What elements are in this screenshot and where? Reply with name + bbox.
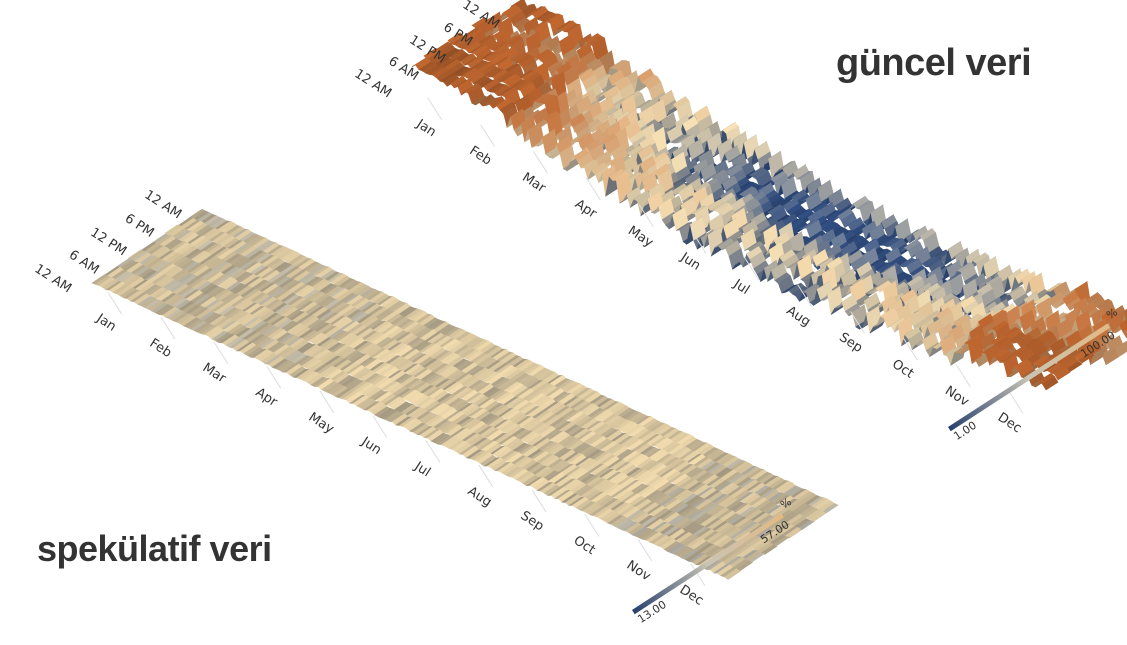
y-tick-label: 6 AM	[386, 54, 421, 84]
x-tick-label: Sep	[836, 330, 865, 356]
x-tick-label: Dec	[677, 582, 706, 608]
x-grid-line	[478, 464, 494, 488]
x-tick-label: Feb	[147, 336, 174, 361]
x-tick-label: Mar	[519, 170, 548, 196]
x-tick-label: Apr	[572, 197, 600, 222]
x-grid-line	[480, 124, 496, 147]
x-tick-label: Jan	[93, 311, 119, 335]
x-tick-label: Jun	[358, 434, 384, 458]
x-grid-line	[160, 316, 176, 340]
x-grid-line	[213, 341, 229, 365]
x-tick-label: Sep	[518, 508, 547, 534]
x-grid-line	[902, 337, 918, 361]
y-tick-label: 6 PM	[122, 211, 157, 241]
x-grid-line	[797, 284, 813, 307]
y-tick-label: 12 AM	[32, 262, 74, 297]
x-grid-line	[425, 440, 441, 463]
x-tick-label: Jan	[413, 116, 439, 140]
y-tick-label: 6 AM	[66, 248, 101, 278]
x-grid-line	[690, 563, 706, 587]
x-tick-label: Jun	[677, 250, 703, 274]
x-grid-line	[850, 311, 865, 334]
colorbar-gradient	[948, 323, 1111, 432]
x-tick-label: Apr	[253, 385, 281, 410]
current-data-label: güncel veri	[836, 42, 1032, 84]
surface	[91, 208, 839, 580]
x-tick-label: Jul	[730, 276, 752, 298]
colorbar-gradient	[632, 513, 785, 615]
x-grid-line	[533, 151, 548, 174]
surface	[411, 0, 1127, 391]
x-tick-label: Oct	[889, 357, 916, 382]
x-grid-line	[585, 177, 601, 201]
x-tick-label: Aug	[465, 484, 494, 510]
x-tick-label: Aug	[784, 303, 813, 329]
y-tick-label: 12 AM	[352, 67, 394, 102]
y-tick-label: 12 PM	[87, 225, 128, 259]
current-data-surface-plot: Jan Feb Mar Apr May Jun Jul Aug Sep Oct Nov Dec 12 A…	[352, 0, 1127, 443]
x-tick-label: Nov	[624, 558, 654, 585]
x-grid-line	[638, 204, 654, 227]
x-tick-label: Mar	[200, 360, 229, 386]
x-tick-label: Jul	[411, 459, 433, 481]
speculative-data-label: spekülatif veri	[37, 528, 272, 569]
x-grid-line	[531, 489, 547, 513]
x-grid-line	[266, 366, 282, 389]
x-grid-line	[691, 231, 707, 254]
x-grid-line	[107, 292, 123, 315]
x-grid-line	[744, 257, 760, 281]
x-grid-line	[637, 538, 653, 562]
x-tick-label: May	[306, 410, 337, 437]
x-grid-line	[584, 514, 600, 537]
y-tick-label: 12 AM	[142, 188, 184, 223]
x-grid-line	[372, 415, 388, 439]
x-grid-line	[955, 364, 971, 387]
x-tick-label: Oct	[571, 533, 598, 558]
x-grid-line	[1008, 391, 1024, 414]
x-tick-label: May	[625, 223, 656, 250]
x-grid-line	[427, 97, 443, 121]
x-tick-label: Nov	[942, 383, 972, 410]
x-grid-line	[319, 390, 335, 414]
x-tick-label: Feb	[467, 143, 494, 168]
x-tick-label: Dec	[995, 410, 1024, 436]
speculative-data-surface-plot: Jan Feb Mar Apr May Jun Jul Aug Sep Oct Nov Dec 12 A…	[32, 188, 839, 626]
